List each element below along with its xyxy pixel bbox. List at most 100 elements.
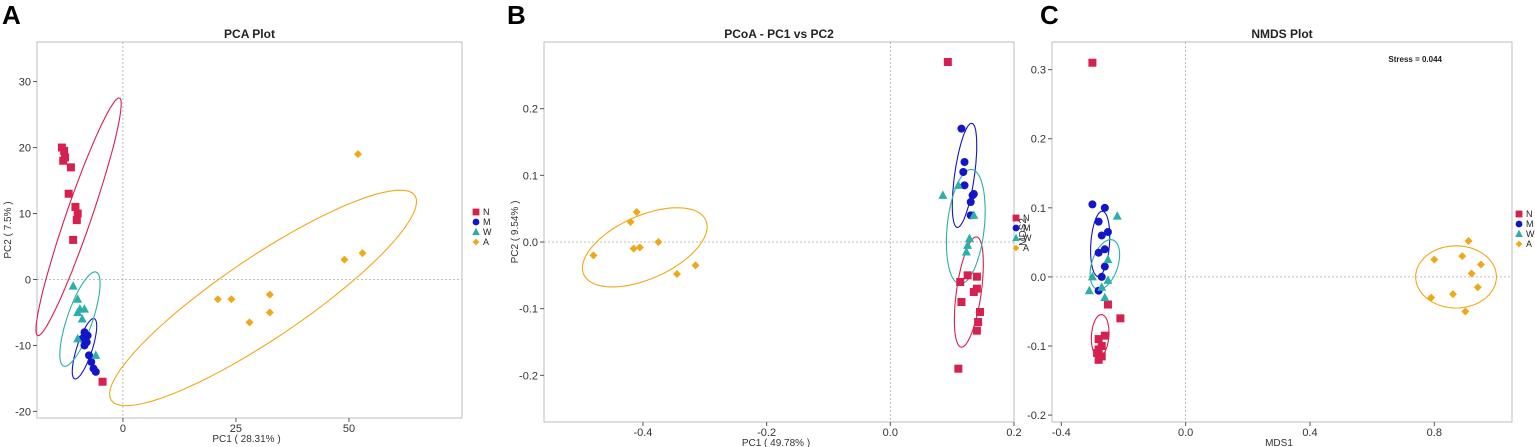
point-A — [1427, 293, 1436, 302]
legend-item-N: N — [472, 207, 490, 217]
point-N — [963, 271, 972, 280]
point-A — [632, 208, 641, 216]
point-A — [626, 218, 635, 226]
point-M — [1100, 245, 1109, 254]
chart-title: PCA Plot — [224, 27, 275, 41]
legend-marker-W — [1012, 233, 1020, 241]
y-tick-label: 0.3 — [1031, 65, 1046, 77]
legend-marker-M — [472, 218, 480, 226]
point-M — [957, 124, 966, 133]
point-N — [98, 377, 107, 386]
point-W — [961, 247, 971, 256]
legend-label-A: A — [1023, 243, 1029, 253]
x-tick-label: 0.4 — [1302, 427, 1317, 439]
point-W — [938, 190, 948, 199]
point-N — [975, 308, 984, 316]
point-N — [1103, 300, 1112, 309]
legend-label-W: W — [1526, 229, 1535, 239]
point-N — [71, 202, 80, 211]
point-M — [1097, 272, 1106, 281]
legend-marker-N — [1012, 214, 1020, 222]
point-A — [265, 290, 274, 299]
point-N — [1094, 335, 1103, 344]
chart-title: NMDS Plot — [1251, 27, 1312, 41]
point-N — [954, 364, 963, 373]
point-W — [963, 240, 973, 249]
point-A — [354, 150, 363, 159]
legend-label-A: A — [1526, 239, 1532, 249]
y-tick-label: 0.2 — [523, 104, 538, 116]
legend-marker-A — [472, 238, 480, 246]
y-tick-label: -10 — [15, 340, 31, 352]
point-W — [964, 233, 974, 243]
legend-marker-M — [1515, 220, 1523, 228]
point-M — [1100, 262, 1109, 271]
point-A — [654, 238, 663, 246]
point-M — [84, 351, 93, 360]
chart-panel-2: B PCoA - PC1 vs PC2 -0.4 -0.2 0.0 0.2 -0.2 -0.1… — [507, 0, 1032, 447]
stress-annotation: Stress = 0.044 — [1388, 55, 1442, 64]
point-W — [1100, 292, 1110, 302]
point-A — [340, 255, 349, 264]
point-W — [1097, 282, 1107, 291]
x-tick-label: -0.4 — [1052, 427, 1071, 439]
legend-marker-M — [1012, 224, 1020, 232]
y-tick-label: 10 — [19, 209, 31, 221]
point-A — [1473, 283, 1482, 292]
point-N — [956, 278, 965, 286]
y-tick-label: 0.0 — [1031, 272, 1046, 284]
point-N — [69, 235, 78, 244]
point-A — [265, 308, 274, 317]
point-W — [73, 307, 83, 316]
point-M — [969, 190, 978, 198]
point-W — [953, 180, 963, 189]
point-A — [691, 261, 700, 270]
chart-panel-1: A PCA Plot 0 25 50 -20 -10 0 10 20 30 PC1 ( 28.31% … — [2, 0, 492, 445]
y-tick-label: 20 — [19, 143, 31, 155]
point-N — [1100, 331, 1109, 340]
legend-item-W: W — [472, 227, 492, 237]
point-W — [91, 350, 101, 359]
legend-item-A: A — [472, 237, 489, 247]
point-M — [1094, 248, 1103, 257]
y-tick-label: -0.2 — [519, 370, 538, 382]
legend-item-M: M — [1012, 223, 1031, 233]
point-N — [59, 156, 68, 165]
point-W — [1084, 285, 1094, 295]
ellipse-M — [951, 122, 978, 228]
point-W — [1112, 211, 1122, 220]
legend-item-W: W — [1515, 229, 1535, 239]
legend-item-M: M — [1515, 219, 1534, 229]
y-tick-label: -0.2 — [1027, 410, 1046, 422]
point-N — [974, 318, 983, 326]
plot-frame — [543, 41, 1015, 423]
chart-panel-3: C NMDS Plot -0.4 0.0 0.4 0.8 -0.2 -0.1 0.0 0.1 0.2… — [1018, 0, 1535, 447]
x-axis-label: PC1 ( 49.78% ) — [742, 438, 810, 447]
point-A — [1464, 236, 1473, 245]
plot-frame — [36, 41, 463, 419]
point-A — [635, 243, 644, 252]
x-axis-label: MDS1 — [1265, 438, 1293, 447]
panel-letter: B — [507, 0, 526, 30]
point-N — [1094, 355, 1103, 364]
point-A — [1448, 290, 1457, 299]
legend-label-N: N — [483, 207, 490, 217]
point-N — [972, 272, 981, 281]
ellipse-N — [953, 236, 984, 348]
point-M — [960, 181, 969, 190]
panel-letter: A — [2, 0, 21, 30]
ellipse-W — [59, 271, 101, 367]
point-M — [960, 158, 969, 166]
legend-marker-N — [1515, 210, 1523, 218]
legend-label-W: W — [1023, 233, 1032, 243]
y-axis-label: MDS2 — [1018, 218, 1029, 246]
point-A — [629, 244, 638, 253]
point-M — [959, 168, 968, 176]
point-W — [73, 294, 83, 303]
point-N — [60, 146, 69, 155]
x-tick-label: 0.0 — [883, 427, 898, 439]
point-A — [1458, 252, 1467, 261]
point-A — [1467, 269, 1476, 278]
plot-frame — [1051, 41, 1513, 423]
legend-marker-W — [1515, 229, 1523, 237]
